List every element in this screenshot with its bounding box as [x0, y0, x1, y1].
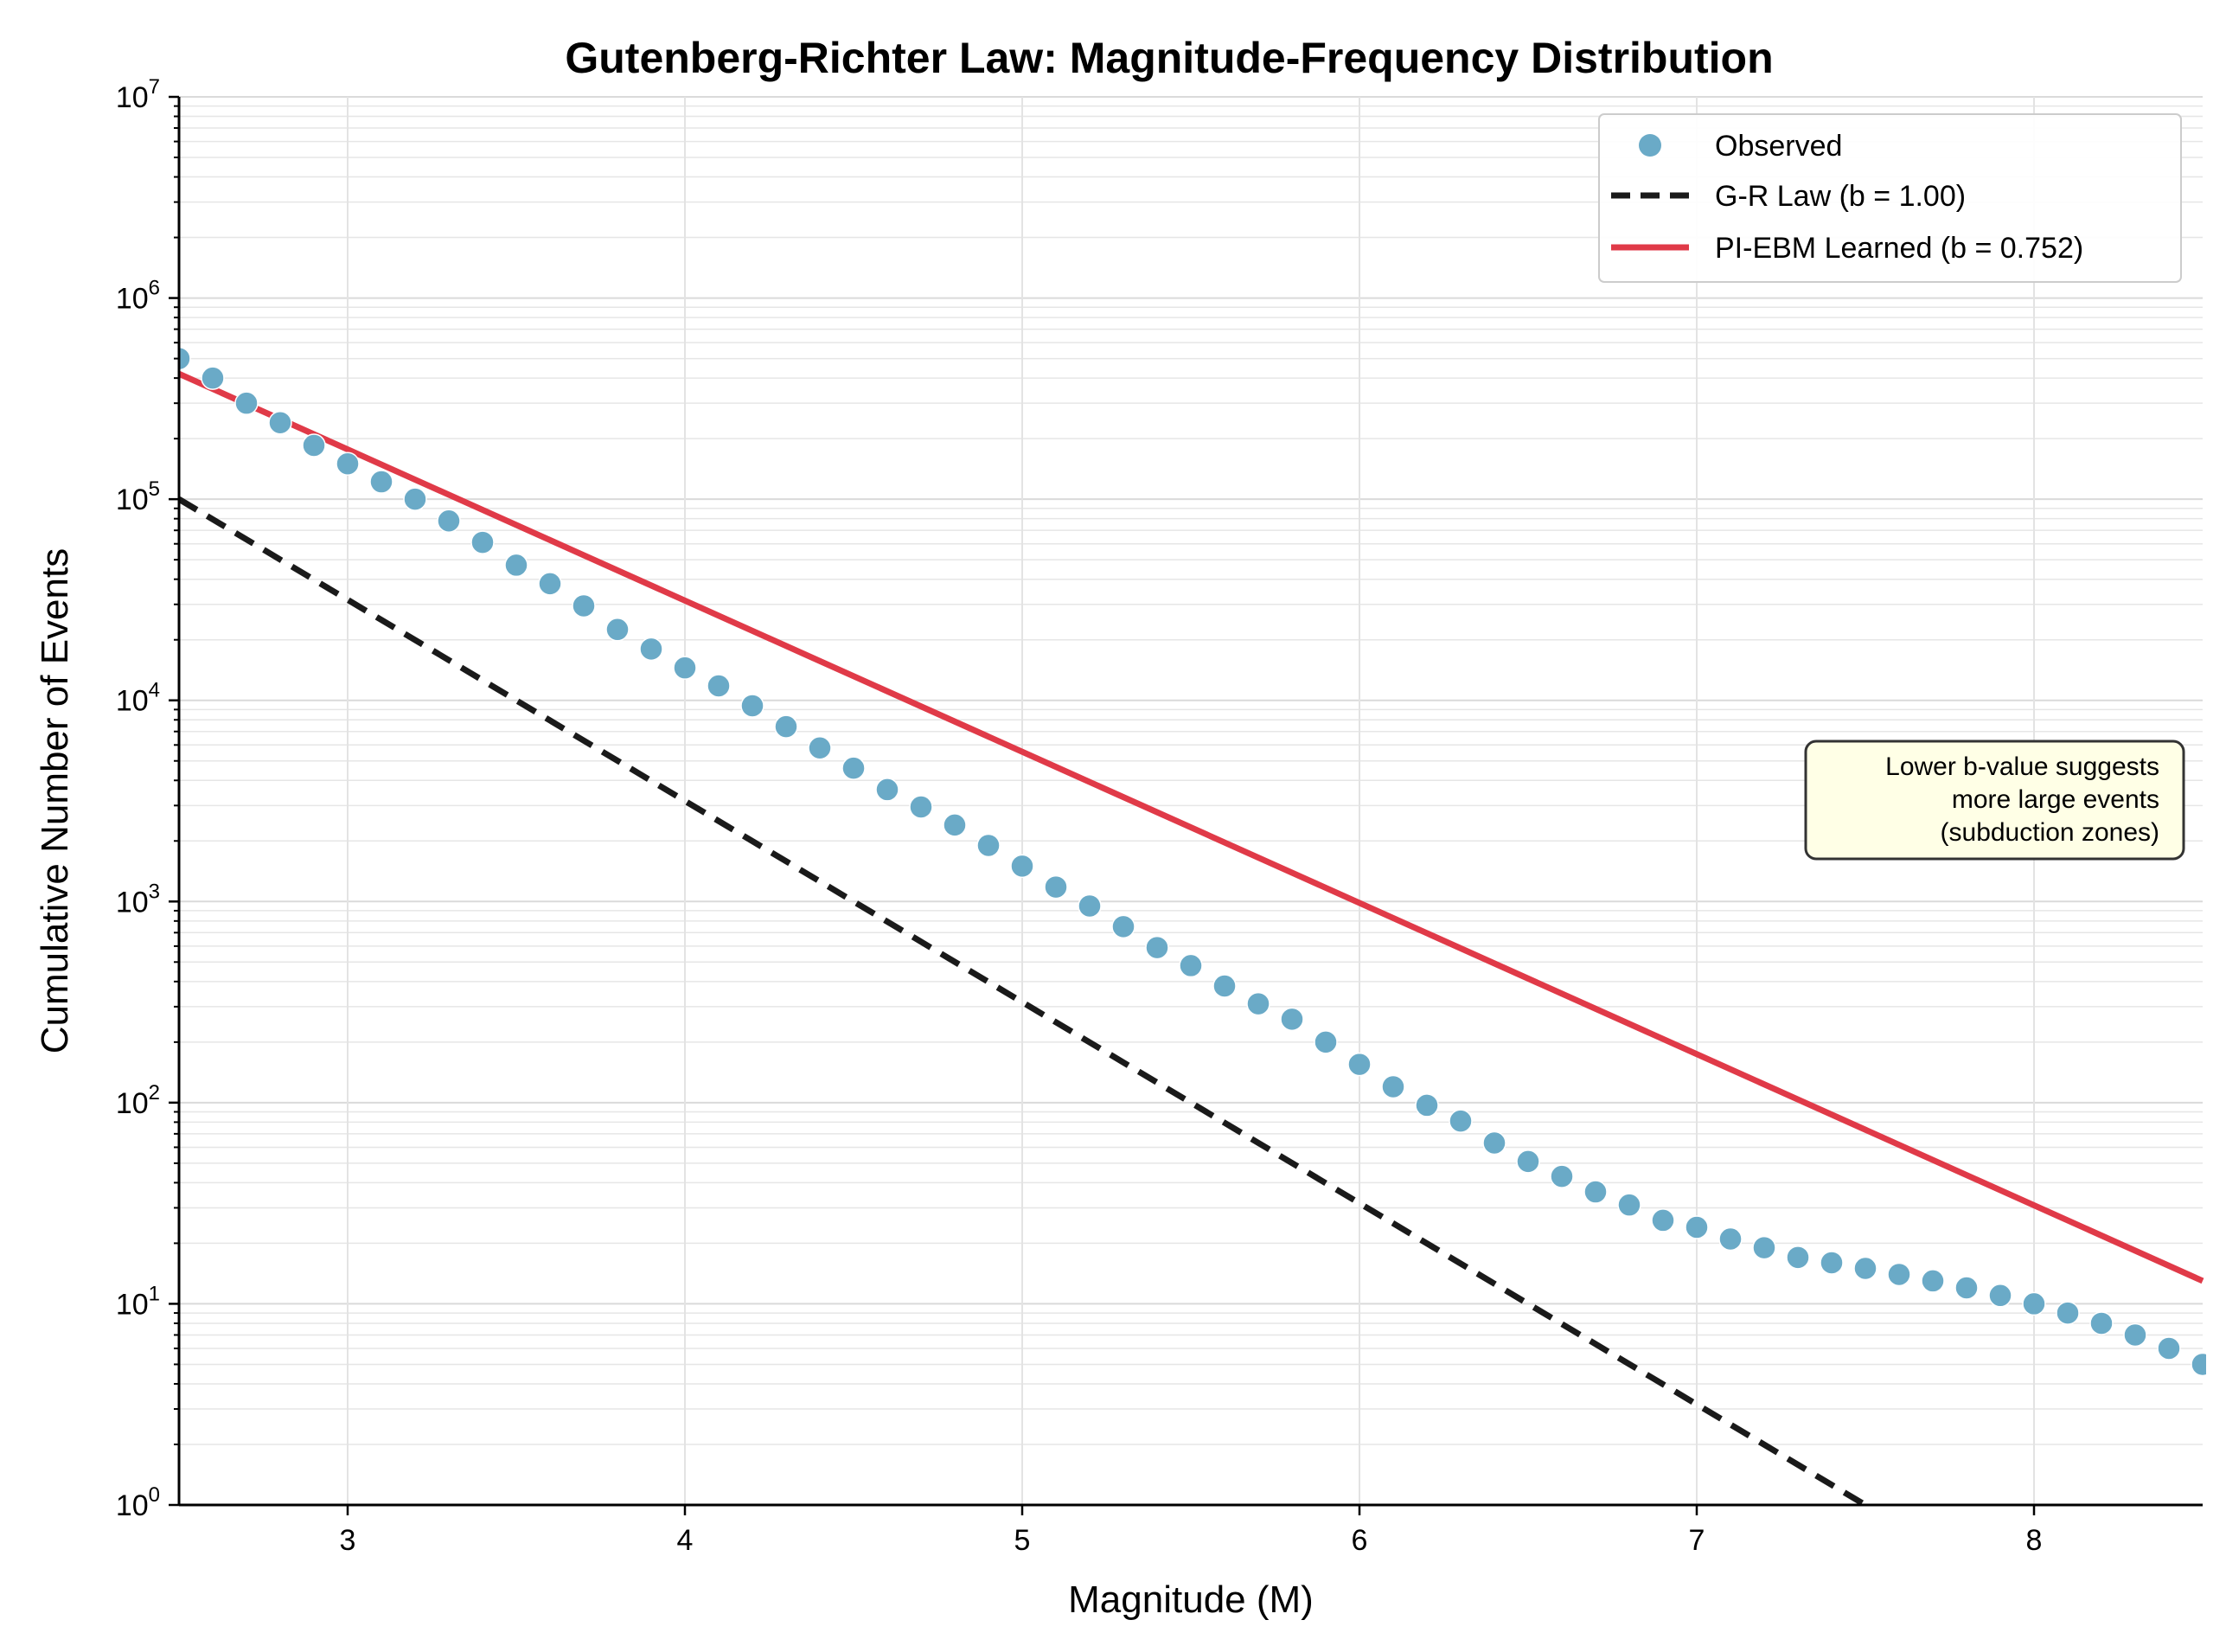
x-tick-label: 8 [2026, 1524, 2043, 1557]
observed-point [639, 637, 663, 662]
observed-point [201, 366, 225, 390]
observed-point [875, 778, 899, 802]
observed-point [2056, 1301, 2080, 1325]
observed-point [1550, 1164, 1574, 1188]
observed-point [336, 451, 360, 476]
observed-point [1145, 935, 1169, 960]
x-tick-label: 5 [1014, 1524, 1031, 1557]
observed-point [1415, 1093, 1439, 1117]
observed-point [1280, 1007, 1304, 1032]
observed-point [1617, 1193, 1641, 1217]
y-tick-label: 102 [116, 1081, 160, 1120]
observed-point [1111, 914, 1135, 939]
observed-point [2123, 1322, 2147, 1348]
chart-title: Gutenberg-Richter Law: Magnitude-Frequen… [565, 34, 1773, 82]
annotation-line-3: (subduction zones) [1941, 818, 2159, 847]
observed-point [437, 509, 461, 533]
observed-point [403, 487, 427, 511]
observed-point [1516, 1149, 1540, 1174]
observed-point [1314, 1030, 1338, 1054]
observed-point [1078, 893, 1102, 919]
observed-point [605, 618, 630, 642]
observed-point [1718, 1226, 1743, 1252]
observed-point [1583, 1180, 1608, 1204]
annotation-line-2: more large events [1952, 785, 2159, 814]
observed-point [808, 735, 832, 760]
observed-point [1651, 1208, 1675, 1233]
observed-point [1044, 874, 1068, 900]
observed-point [2157, 1336, 2181, 1361]
observed-point [268, 410, 292, 435]
observed-point [1381, 1074, 1405, 1099]
y-axis-label: Cumulative Number of Events [34, 548, 76, 1053]
observed-point [1853, 1256, 1877, 1281]
observed-point [1179, 953, 1203, 978]
observed-point [1988, 1284, 2012, 1308]
observed-point [504, 553, 528, 578]
observed-point [909, 795, 933, 819]
observed-point [1887, 1262, 1911, 1287]
observed-point [1010, 854, 1034, 879]
legend-observed-label: Observed [1715, 130, 1842, 163]
annotation-line-1: Lower b-value suggests [1885, 752, 2159, 781]
x-tick-label: 3 [340, 1524, 356, 1557]
observed-point [740, 694, 764, 718]
grid [179, 96, 2203, 1506]
observed-point [1347, 1052, 1372, 1077]
observed-point [1482, 1130, 1506, 1156]
observed-point [1212, 974, 1237, 998]
y-tick-label: 106 [116, 277, 160, 316]
observed-point [2089, 1311, 2114, 1335]
x-tick-label: 4 [677, 1524, 694, 1557]
observed-point [1954, 1276, 1979, 1300]
observed-point [1820, 1251, 1844, 1275]
x-tick-label: 6 [1352, 1524, 1368, 1557]
y-tick-label: 103 [116, 880, 160, 919]
observed-point [470, 530, 495, 554]
legend-frame [1598, 113, 2182, 283]
annotation-frame [1804, 740, 2185, 861]
observed-point [976, 833, 1001, 858]
observed-point [1752, 1235, 1776, 1260]
observed-point [673, 656, 697, 680]
x-tick-label: 7 [1689, 1524, 1705, 1557]
observed-point [943, 813, 967, 837]
legend-observed-marker [1639, 134, 1661, 157]
observed-point [1449, 1109, 1473, 1133]
observed-point [572, 593, 596, 618]
observed-point [369, 470, 393, 494]
observed-point [302, 433, 326, 458]
observed-point [179, 346, 191, 371]
annotation-box: Lower b-value suggests more large events… [1804, 740, 2185, 861]
observed-point [538, 572, 562, 596]
observed-point [841, 756, 866, 780]
legend-ebm-label: PI-EBM Learned (b = 0.752) [1715, 232, 2083, 265]
observed-point [2191, 1352, 2206, 1377]
observed-point [774, 714, 798, 739]
series-layer [179, 346, 2206, 1505]
observed-point [2022, 1291, 2046, 1316]
observed-point [234, 391, 259, 415]
observed-point [1921, 1269, 1945, 1293]
pi-ebm-line [179, 370, 2204, 1284]
observed-point [1685, 1215, 1709, 1239]
y-tick-label: 100 [116, 1483, 160, 1522]
observed-point [1246, 991, 1270, 1016]
observed-point [707, 674, 731, 698]
observed-point [1786, 1245, 1810, 1270]
legend: Observed G-R Law (b = 1.00) PI-EBM Learn… [1598, 113, 2182, 283]
legend-gr-label: G-R Law (b = 1.00) [1715, 180, 1966, 213]
x-axis-label: Magnitude (M) [1068, 1578, 1314, 1621]
